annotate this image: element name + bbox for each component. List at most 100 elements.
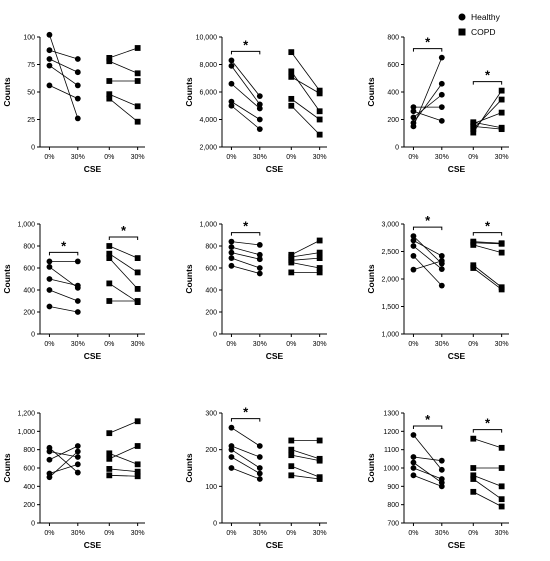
data-point-healthy (46, 264, 53, 270)
paired-line-copd (291, 252, 320, 258)
y-tick-label: 800 (205, 244, 217, 251)
data-point-copd (106, 450, 113, 457)
panel-bcl2l1: 0 200 400 600 800 1,000 0% 30% 0% 30% CSE Counts * * (2, 222, 145, 361)
data-point-healthy (74, 69, 81, 76)
data-point-copd (134, 468, 141, 475)
paired-line-healthy (413, 260, 442, 271)
y-tick-label: 200 (23, 310, 35, 317)
y-tick-label: 0 (213, 332, 217, 339)
data-point-copd (498, 96, 505, 103)
data-point-copd (134, 255, 141, 261)
significance-bracket (412, 226, 443, 231)
paired-line-copd (109, 47, 138, 59)
paired-line-copd (472, 90, 502, 133)
paired-line-healthy (49, 85, 78, 99)
data-point-copd (288, 452, 295, 459)
x-tick-label: 30% (495, 341, 509, 348)
x-tick-label: 30% (71, 530, 85, 537)
data-point-copd (498, 444, 505, 451)
panel-psmb7: 1,000 1,500 2,000 2,500 3,000 0% 30% 0% 30% CSE Co… (366, 213, 509, 361)
significance-star: * (425, 213, 431, 228)
y-tick-label: 400 (23, 484, 35, 491)
x-tick-label: 30% (495, 154, 509, 161)
data-point-copd (106, 466, 113, 472)
y-tick-label: 4,000 (199, 117, 217, 124)
data-point-healthy (74, 298, 81, 304)
data-point-healthy (74, 443, 81, 449)
x-axis-title: CSE (84, 164, 102, 174)
data-point-copd (498, 87, 505, 94)
paired-line-copd (109, 98, 138, 123)
y-tick-label: 400 (23, 288, 35, 295)
data-point-copd (288, 472, 295, 479)
x-tick-label: 0% (468, 341, 478, 348)
data-point-healthy (46, 62, 53, 69)
data-point-copd (288, 73, 295, 80)
panels: 0 25 50 75 100 0% 30% 0% 30% CSE Counts 2,000 4,000 6… (2, 31, 509, 550)
y-tick-label: 10,000 (196, 35, 218, 42)
data-point-copd (288, 49, 295, 56)
y-tick-label: 800 (387, 502, 399, 509)
panel-psmd13: 700 800 900 1000 1100 1200 1300 0% 30% 0% 30% CSE Co… (366, 411, 509, 550)
y-tick-label: 0 (213, 521, 217, 528)
paired-line-copd (291, 474, 320, 480)
data-point-healthy (228, 255, 235, 261)
paired-line-healthy (413, 462, 443, 483)
data-point-healthy (438, 457, 445, 464)
data-point-copd (134, 298, 141, 304)
significance-bracket (472, 429, 503, 433)
y-tick-label: 1100 (384, 447, 399, 454)
paired-line-copd (109, 468, 138, 473)
significance-star: * (485, 68, 491, 83)
data-point-copd (134, 78, 141, 84)
paired-line-healthy (49, 34, 79, 119)
y-tick-label: 1,000 (17, 222, 35, 229)
paired-line-healthy (413, 434, 443, 471)
y-tick-label: 700 (387, 521, 399, 528)
y-tick-label: 600 (205, 266, 217, 273)
paired-line-healthy (231, 83, 261, 109)
y-axis-title: Counts (2, 264, 12, 294)
paired-line-copd (109, 445, 138, 460)
paired-line-healthy (413, 245, 443, 270)
data-point-copd (288, 68, 295, 75)
data-point-healthy (438, 282, 445, 289)
data-point-healthy (438, 466, 445, 473)
x-tick-label: 30% (313, 530, 327, 537)
x-axis-title: CSE (266, 351, 284, 361)
paired-line-healthy (231, 241, 260, 246)
data-point-copd (106, 280, 113, 287)
paired-line-copd (291, 240, 320, 256)
paired-line-healthy (231, 60, 261, 97)
paired-line-copd (109, 283, 138, 303)
paired-line-copd (291, 105, 320, 135)
paired-line-healthy (413, 83, 443, 124)
data-point-healthy (256, 101, 263, 108)
paired-line-copd (291, 454, 320, 462)
data-point-healthy (256, 265, 263, 271)
significance-star: * (425, 35, 431, 50)
data-point-healthy (438, 104, 445, 111)
data-point-healthy (256, 465, 263, 471)
x-tick-label: 30% (313, 341, 327, 348)
data-point-healthy (438, 80, 445, 87)
y-tick-label: 1,000 (17, 429, 35, 436)
data-point-copd (288, 95, 295, 102)
x-tick-label: 0% (286, 530, 296, 537)
data-point-healthy (74, 309, 81, 315)
x-axis-title: CSE (84, 540, 102, 550)
data-point-healthy (410, 472, 417, 479)
data-point-copd (106, 298, 113, 304)
data-point-healthy (228, 454, 235, 460)
y-axis-title: Counts (2, 77, 12, 107)
x-tick-label: 0% (44, 530, 54, 537)
significance-star: * (243, 405, 249, 420)
significance-bracket (48, 251, 79, 256)
y-tick-label: 600 (23, 266, 35, 273)
significance-star: * (243, 37, 249, 52)
paired-line-copd (291, 76, 320, 94)
data-point-healthy (410, 243, 417, 249)
paired-line-copd (109, 93, 138, 107)
significance-bracket (230, 418, 261, 422)
